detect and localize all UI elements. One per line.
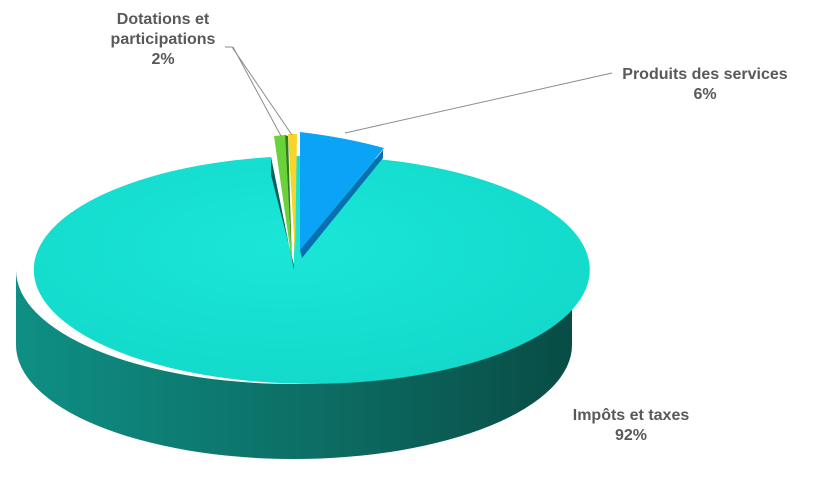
label-dotations-line1: Dotations et [116, 11, 210, 28]
slice-impots [33, 155, 590, 384]
label-impots: Impôts et taxes 92% [556, 406, 706, 446]
leader-line-dotations-2 [232, 46, 282, 137]
label-produits-name: Produits des services [622, 66, 788, 83]
label-produits-pct: 6% [693, 86, 717, 103]
slice-side-impots [16, 270, 572, 459]
slice-dotations-yellow [288, 134, 297, 255]
label-produits: Produits des services 6% [600, 65, 810, 105]
slice-dotations [274, 135, 292, 262]
label-dotations-line2: participations [110, 31, 216, 48]
leader-line-produits [344, 72, 613, 134]
label-impots-pct: 92% [614, 427, 648, 444]
slice-cut-face [271, 157, 294, 270]
leader-line-dotations [225, 46, 293, 136]
label-dotations-pct: 2% [151, 51, 175, 68]
slice-dotations-side [285, 135, 292, 262]
label-impots-name: Impôts et taxes [572, 407, 690, 424]
slice-produits [300, 132, 384, 250]
slice-produits-side [300, 150, 383, 258]
label-dotations: Dotations et participations 2% [68, 10, 258, 70]
